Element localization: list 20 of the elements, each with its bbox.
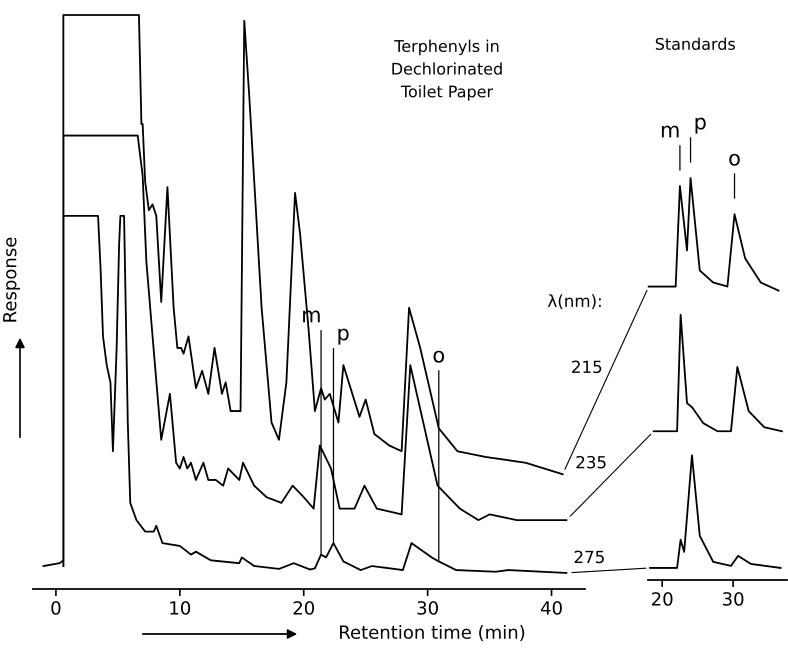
y-axis-title: Response: [3, 238, 20, 322]
annotation: o: [729, 154, 740, 166]
x-axis-title: Retention time (min): [340, 625, 524, 642]
x-tick-label: 40: [540, 601, 562, 615]
legend-title: λ(nm):: [548, 294, 601, 310]
x-tick-label: 20: [294, 601, 314, 615]
series-label: 275: [574, 550, 604, 564]
text: 235: [576, 456, 606, 468]
text: 215: [572, 360, 602, 374]
annotation: o: [434, 350, 444, 363]
x-tick-label: 10: [170, 601, 190, 615]
x-tick-label: 30: [722, 592, 744, 606]
text: Terphenyls in Dechlorinated Toilet Paper: [392, 40, 502, 101]
chart-title: Standards: [656, 38, 735, 50]
x-tick-label: 30: [418, 601, 438, 615]
annotation: m: [662, 126, 679, 138]
annotation: p: [696, 118, 706, 134]
annotation: p: [338, 328, 349, 345]
x-tick-label: 0: [51, 601, 60, 615]
x-tick-label: 20: [652, 592, 672, 606]
